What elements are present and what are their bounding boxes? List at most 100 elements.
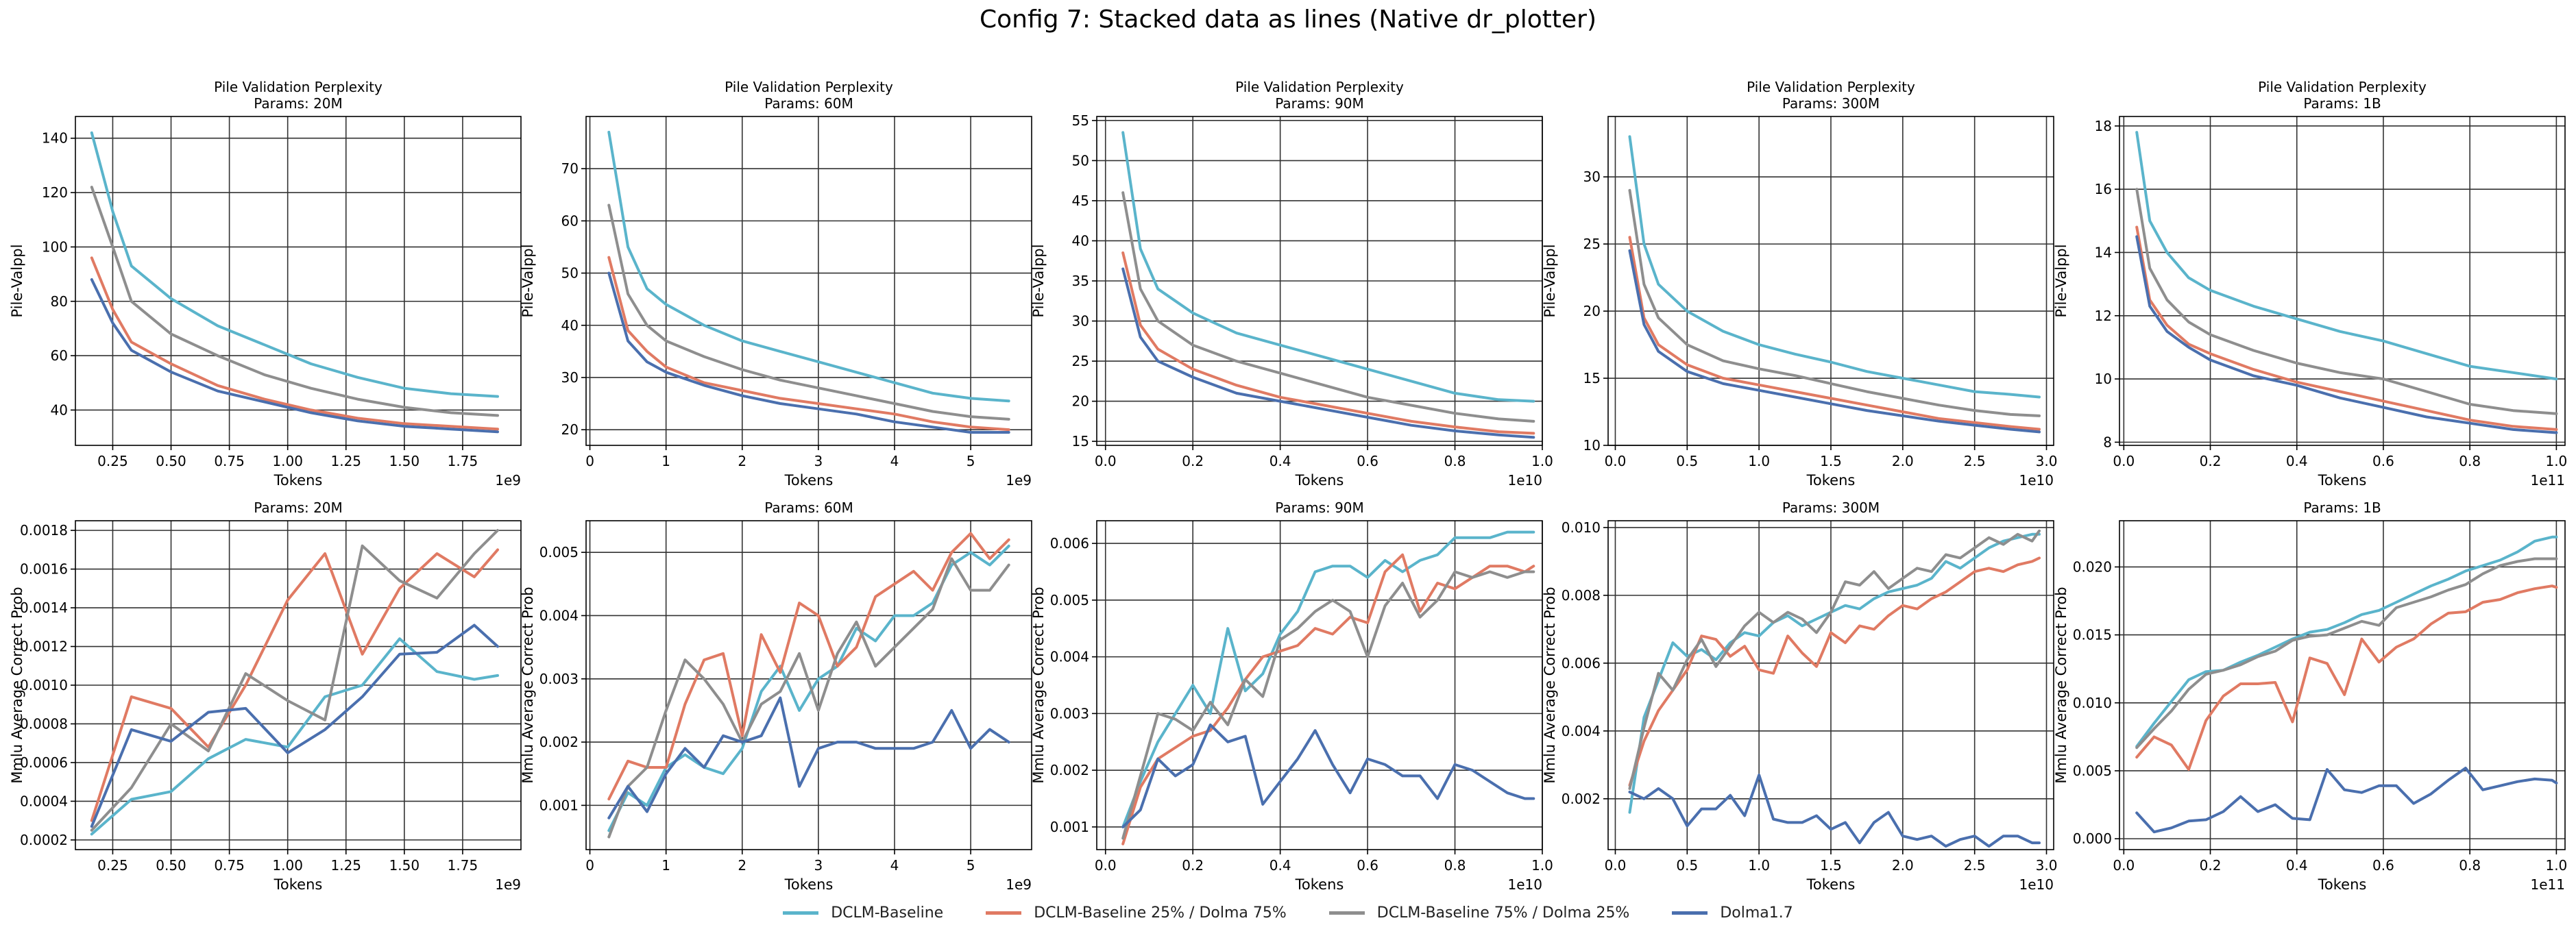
series-line [2135, 767, 2558, 834]
x-axis-label: Tokens [784, 472, 834, 489]
y-axis-label: Pile-Valppl [520, 244, 536, 317]
subplot-6: Params: 20M 0.25 0.50 0.75 1.00 1.25 1.50 1.75 0… [9, 499, 522, 893]
x-tick-label: 0.5 [1676, 857, 1698, 874]
x-tick-label: 0.4 [2286, 453, 2308, 469]
x-tick-label: 0.6 [2372, 453, 2394, 469]
x-tick-label: 0.0 [2113, 857, 2135, 874]
y-tick-label: 0.006 [1562, 655, 1601, 671]
y-tick-label: 70 [561, 160, 579, 177]
x-tick-label: 0.2 [1182, 857, 1204, 874]
x-tick-label: 3 [814, 453, 823, 469]
y-tick-label: 18 [2095, 118, 2112, 134]
y-tick-label: 0.003 [1050, 705, 1089, 721]
x-tick-label: 0.8 [1444, 857, 1466, 874]
x-tick-label: 0.75 [214, 453, 245, 469]
x-tick-label: 1.25 [330, 857, 361, 874]
y-tick-label: 8 [2103, 434, 2112, 450]
series-line [1121, 570, 1535, 840]
subplot-title: Params: 90M [1275, 499, 1364, 516]
y-tick-label: 45 [1072, 193, 1089, 209]
x-axis-label: Tokens [1295, 472, 1344, 489]
x-tick-label: 1.0 [1531, 453, 1553, 469]
y-tick-label: 0.004 [1562, 723, 1601, 739]
x-tick-label: 2.5 [1964, 453, 1986, 469]
y-tick-label: 30 [1072, 313, 1089, 330]
y-tick-label: 0.001 [539, 797, 579, 813]
subplot-8: Params: 90M 0.0 0.2 0.4 0.6 0.8 1.0 0.001 0.002 0… [1030, 499, 1553, 893]
y-tick-label: 0.0010 [20, 677, 68, 693]
figure-canvas: Config 7: Stacked data as lines (Native … [9, 5, 2567, 893]
x-axis-label: Tokens [1295, 876, 1344, 893]
x-tick-label: 0.5 [1676, 453, 1698, 469]
x-tick-label: 0.0 [1605, 857, 1627, 874]
x-tick-label: 0.2 [2200, 857, 2222, 874]
legend-entry: DCLM-Baseline 25% / Dolma 75% [986, 904, 1287, 922]
series-line [1121, 267, 1535, 439]
y-tick-label: 0.0018 [20, 522, 68, 539]
subplot-title: Pile Validation Perplexity [1747, 79, 1915, 95]
y-tick-label: 0.010 [1562, 519, 1601, 536]
x-tick-label: 0.25 [97, 453, 128, 469]
x-tick-label: 0.0 [1095, 857, 1117, 874]
x-tick-label: 0.2 [2200, 453, 2222, 469]
x-tick-label: 0.8 [2459, 857, 2481, 874]
y-tick-label: 0.005 [1050, 592, 1089, 608]
y-tick-label: 0.0008 [20, 715, 68, 732]
y-tick-label: 20 [1583, 303, 1601, 319]
x-offset-label: 1e10 [2019, 876, 2054, 893]
subplot-title: Params: 20M [254, 95, 343, 112]
series-line [1628, 556, 2041, 787]
y-tick-label: 60 [51, 347, 68, 364]
y-tick-label: 25 [1072, 353, 1089, 369]
legend-entry: DCLM-Baseline [783, 904, 943, 922]
x-tick-label: 1.0 [2545, 453, 2567, 469]
y-tick-label: 140 [42, 130, 68, 147]
y-axis-label: Mmlu Average Correct Prob [9, 587, 25, 783]
x-tick-label: 0.0 [1095, 453, 1117, 469]
series-line [2135, 535, 2558, 748]
series-line [607, 256, 1010, 432]
series-line [1628, 532, 2041, 814]
x-tick-label: 3.0 [2036, 857, 2058, 874]
x-offset-label: 1e9 [495, 876, 521, 893]
series-line [607, 544, 1010, 832]
y-tick-label: 0.0012 [20, 639, 68, 655]
subplot-title: Params: 60M [764, 499, 853, 516]
x-tick-label: 3.0 [2036, 453, 2058, 469]
series-line [2135, 584, 2558, 771]
series-line [1628, 774, 2041, 848]
y-tick-label: 0.008 [1562, 587, 1601, 604]
series-line [607, 130, 1010, 403]
x-tick-label: 4 [890, 857, 899, 874]
x-tick-label: 1 [661, 857, 670, 874]
y-tick-label: 14 [2095, 244, 2112, 260]
y-tick-label: 0.0006 [20, 754, 68, 771]
series-line [1628, 236, 2041, 431]
x-tick-label: 0.0 [2113, 453, 2135, 469]
y-tick-label: 120 [42, 184, 68, 201]
legend-label: DCLM-Baseline [831, 904, 944, 922]
y-axis-label: Pile-Valppl [2053, 244, 2069, 317]
x-tick-label: 1 [661, 453, 670, 469]
x-offset-label: 1e9 [495, 472, 521, 489]
axes-frame [1096, 520, 1543, 850]
x-tick-label: 2.0 [1892, 857, 1914, 874]
series-line [90, 624, 499, 828]
subplot-title: Params: 60M [764, 95, 853, 112]
x-tick-label: 1.5 [1820, 453, 1842, 469]
y-tick-label: 0.0002 [20, 832, 68, 848]
x-tick-label: 1.5 [1820, 857, 1842, 874]
y-tick-label: 15 [1583, 370, 1601, 386]
series-line [90, 637, 499, 836]
y-tick-label: 10 [1583, 437, 1601, 454]
x-tick-label: 0.8 [2459, 453, 2481, 469]
x-tick-label: 0.25 [97, 857, 128, 874]
x-axis-label: Tokens [2318, 876, 2367, 893]
y-tick-label: 35 [1072, 273, 1089, 289]
series-line [90, 529, 499, 832]
x-axis-label: Tokens [2318, 472, 2367, 489]
series-line [1121, 191, 1535, 423]
y-tick-label: 55 [1072, 112, 1089, 129]
